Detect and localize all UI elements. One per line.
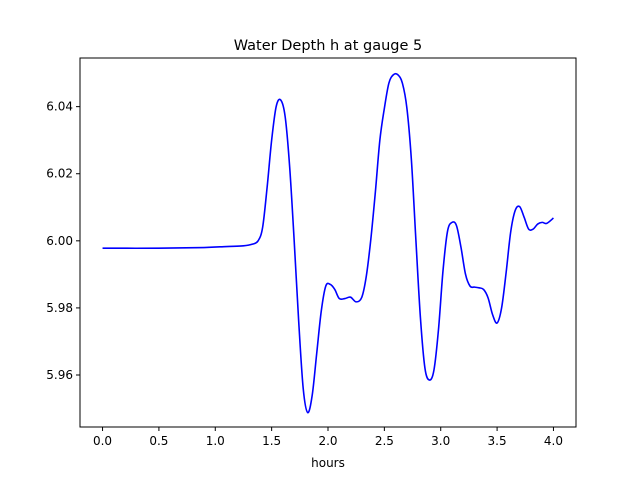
y-tick-label: 6.02 [46, 167, 73, 181]
series-line [102, 72, 554, 414]
y-tick-label: 5.98 [46, 301, 73, 315]
x-axis-label: hours [311, 456, 345, 470]
x-tick-label: 0.5 [149, 434, 168, 448]
x-axis: 0.0 0.5 1.0 1.5 2.0 2.5 3.0 3.5 4.0 [93, 427, 563, 448]
x-tick-label: 4.0 [544, 434, 563, 448]
y-tick-label: 5.96 [46, 368, 73, 382]
y-tick-label: 6.04 [46, 100, 73, 114]
chart-title: Water Depth h at gauge 5 [234, 38, 422, 54]
y-tick-label: 6.00 [46, 234, 73, 248]
y-axis: 5.96 5.98 6.00 6.02 6.04 [46, 100, 80, 382]
x-tick-label: 1.5 [262, 434, 281, 448]
plot-frame [79, 57, 577, 428]
x-tick-label: 0.0 [93, 434, 112, 448]
x-tick-label: 3.5 [488, 434, 507, 448]
x-tick-label: 2.0 [318, 434, 337, 448]
x-tick-label: 1.0 [206, 434, 225, 448]
x-tick-label: 2.5 [375, 434, 394, 448]
x-tick-label: 3.0 [431, 434, 450, 448]
